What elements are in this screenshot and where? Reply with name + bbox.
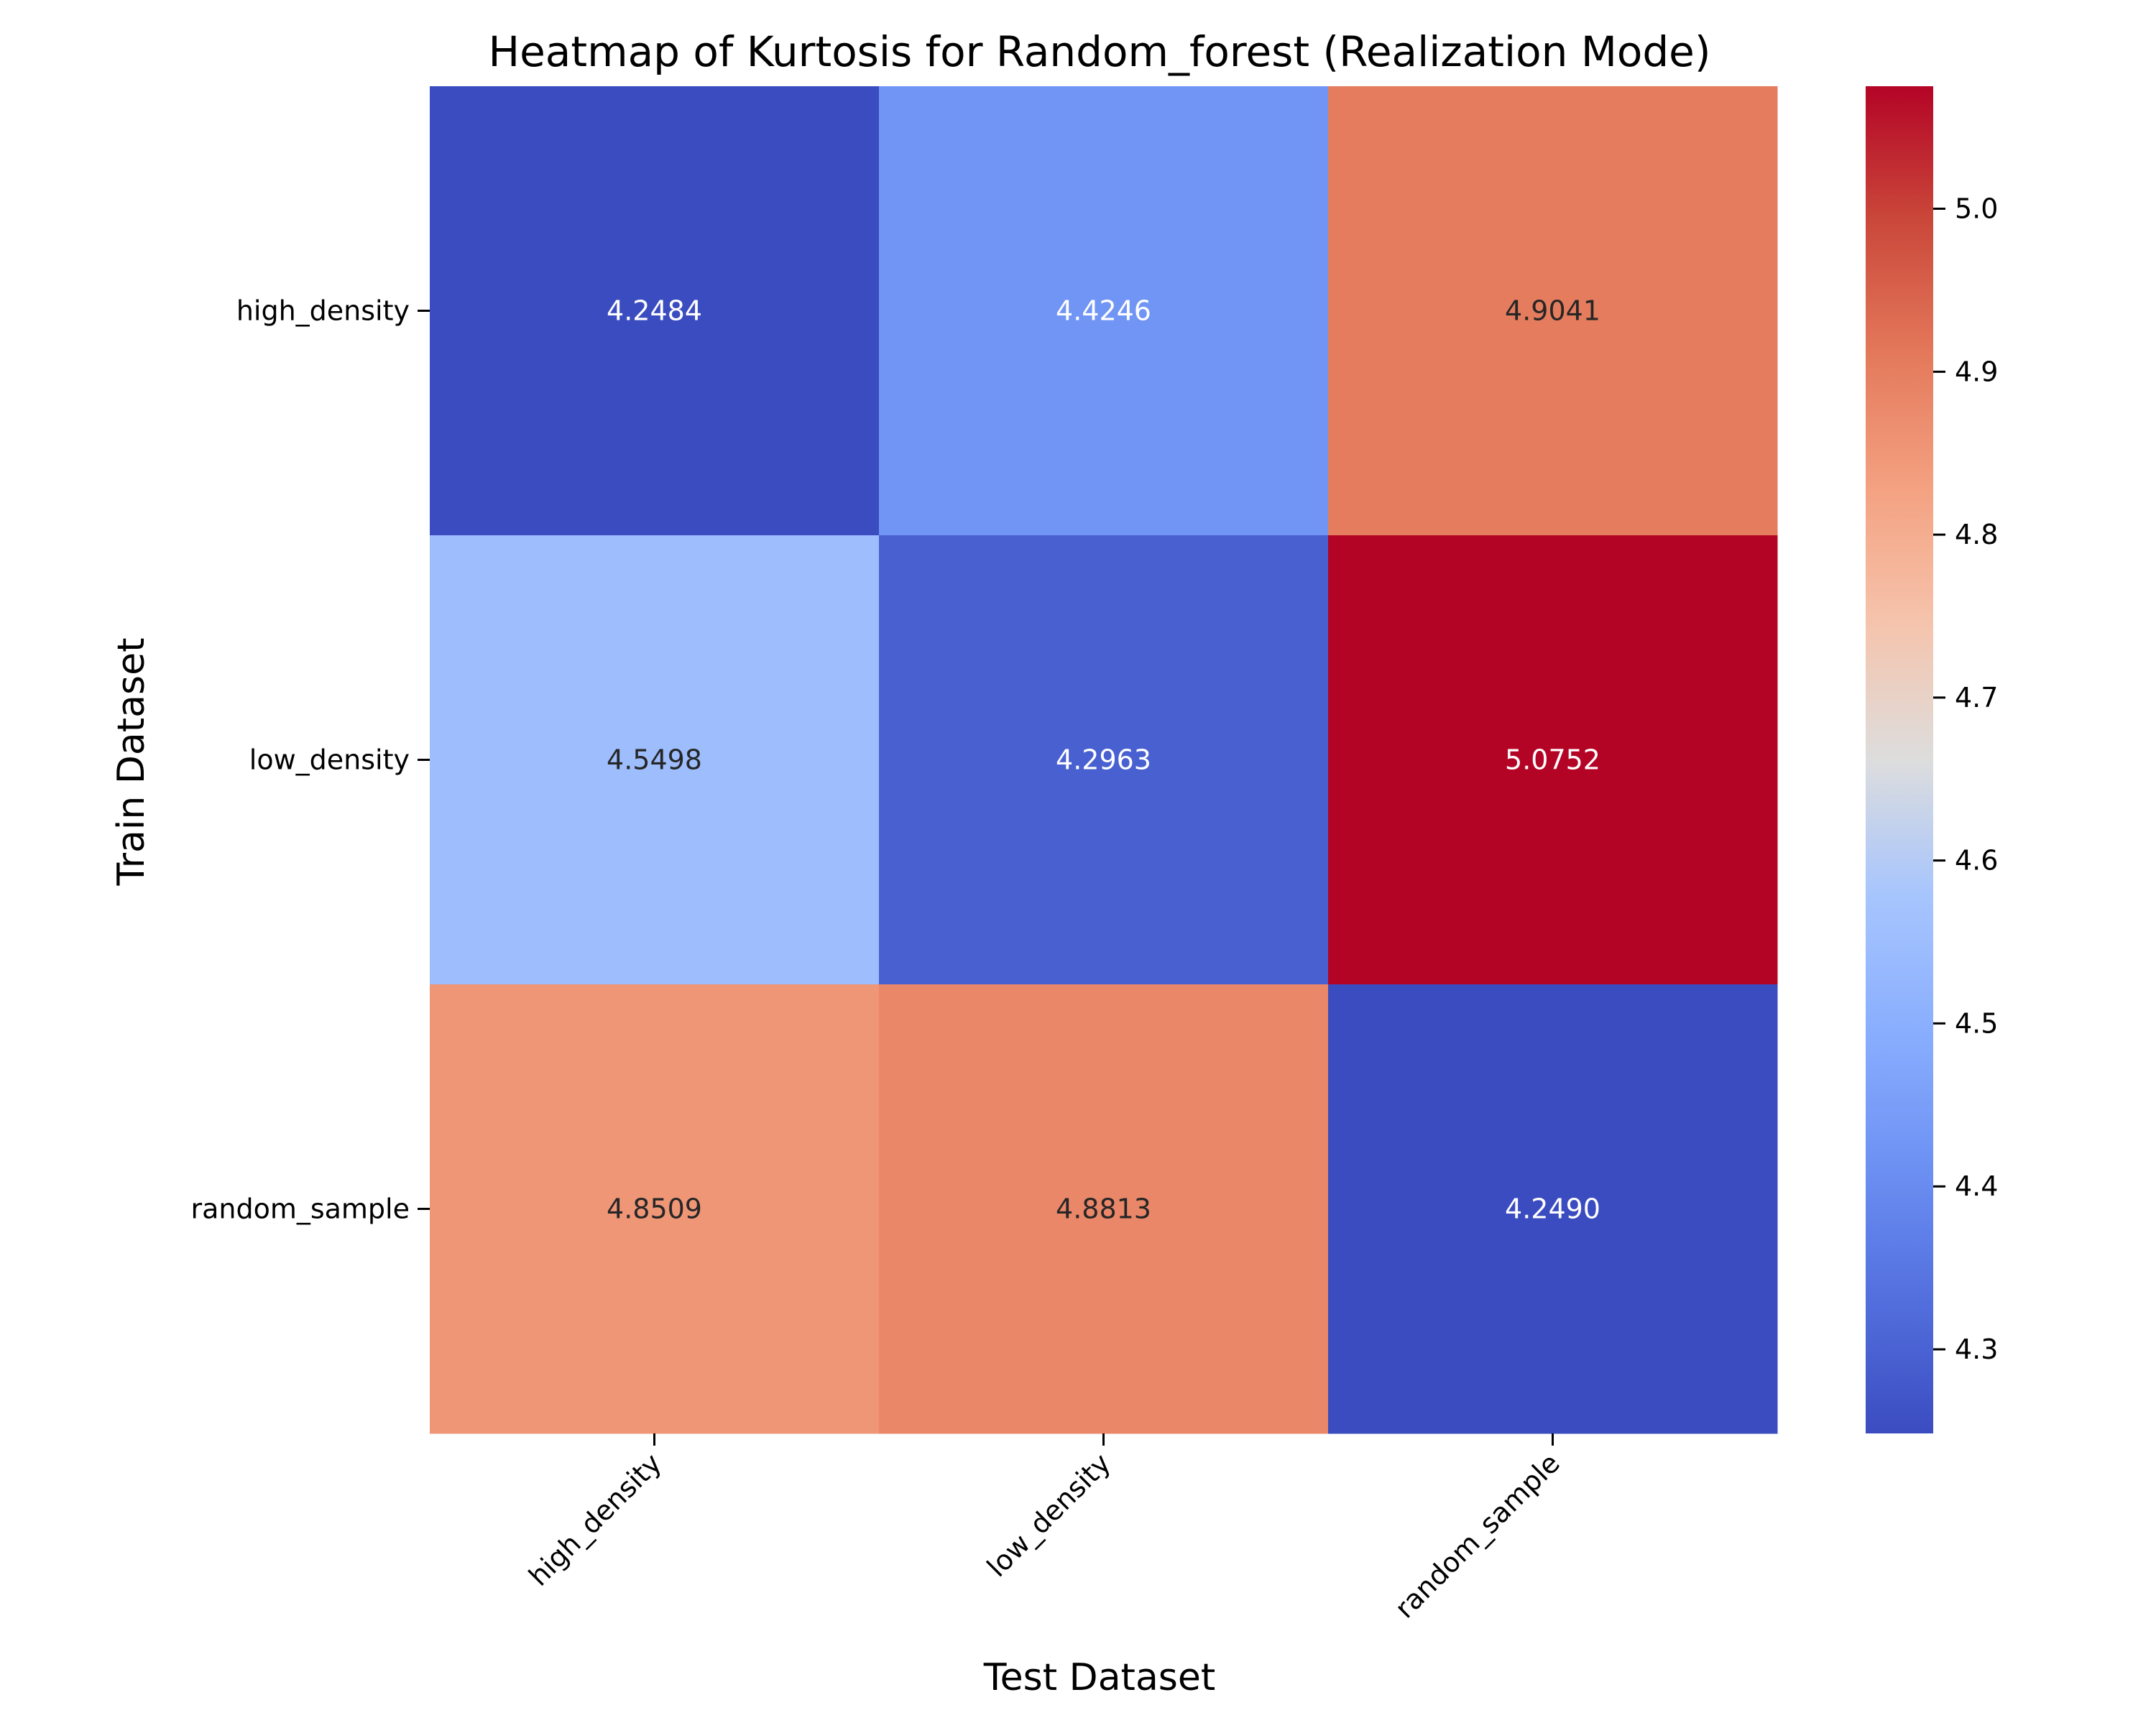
cell-value-label: 4.8509 <box>607 1193 702 1225</box>
colorbar-ticks: 4.3 4.4 4.5 4.6 4.7 4.8 4.9 5.0 <box>1933 193 1998 1365</box>
heatmap-cell-labels: 4.2484 4.4246 4.9041 4.5498 4.2963 5.0752 4.85… <box>607 295 1600 1225</box>
y-tick-label: random_sample <box>190 1193 410 1225</box>
x-tick-label: low_density <box>981 1447 1117 1583</box>
heatmap-cells <box>430 86 1778 1434</box>
y-tick-label: high_density <box>236 295 410 327</box>
colorbar-tick-label: 4.6 <box>1955 845 1998 877</box>
x-axis-label: Test Dataset <box>983 1656 1216 1699</box>
colorbar-tick-label: 4.3 <box>1955 1334 1998 1365</box>
cell-value-label: 4.2963 <box>1056 744 1151 776</box>
cell-value-label: 4.9041 <box>1505 295 1600 327</box>
heatmap-cell <box>879 984 1329 1434</box>
heatmap-cell <box>430 86 880 536</box>
heatmap-cell <box>1328 86 1778 536</box>
heatmap-cell <box>430 984 880 1434</box>
cell-value-label: 4.2490 <box>1505 1193 1600 1225</box>
colorbar <box>1866 86 1933 1433</box>
x-tick-label: random_sample <box>1388 1447 1565 1624</box>
cell-value-label: 4.5498 <box>607 744 702 776</box>
y-axis-ticks: high_density low_density random_sample <box>190 295 430 1225</box>
x-axis-ticks: high_density low_density random_sample <box>522 1433 1566 1625</box>
heatmap-cell <box>879 86 1329 536</box>
colorbar-tick-label: 5.0 <box>1955 193 1998 225</box>
cell-value-label: 4.2484 <box>607 295 702 327</box>
chart-title: Heatmap of Kurtosis for Random_forest (R… <box>488 27 1710 76</box>
colorbar-tick-label: 4.4 <box>1955 1170 1998 1202</box>
colorbar-tick-label: 4.7 <box>1955 682 1998 713</box>
y-tick-label: low_density <box>249 744 410 776</box>
colorbar-tick-label: 4.9 <box>1955 356 1998 387</box>
cell-value-label: 4.8813 <box>1056 1193 1151 1225</box>
colorbar-tick-label: 4.8 <box>1955 519 1998 550</box>
heatmap-cell <box>879 535 1329 985</box>
cell-value-label: 4.4246 <box>1056 295 1151 327</box>
heatmap-cell <box>430 535 880 985</box>
cell-value-label: 5.0752 <box>1505 744 1600 776</box>
heatmap-cell <box>1328 535 1778 985</box>
colorbar-tick-label: 4.5 <box>1955 1007 1998 1039</box>
x-tick-label: high_density <box>522 1447 668 1592</box>
heatmap-cell <box>1328 984 1778 1434</box>
y-axis-label: Train Dataset <box>110 638 153 887</box>
